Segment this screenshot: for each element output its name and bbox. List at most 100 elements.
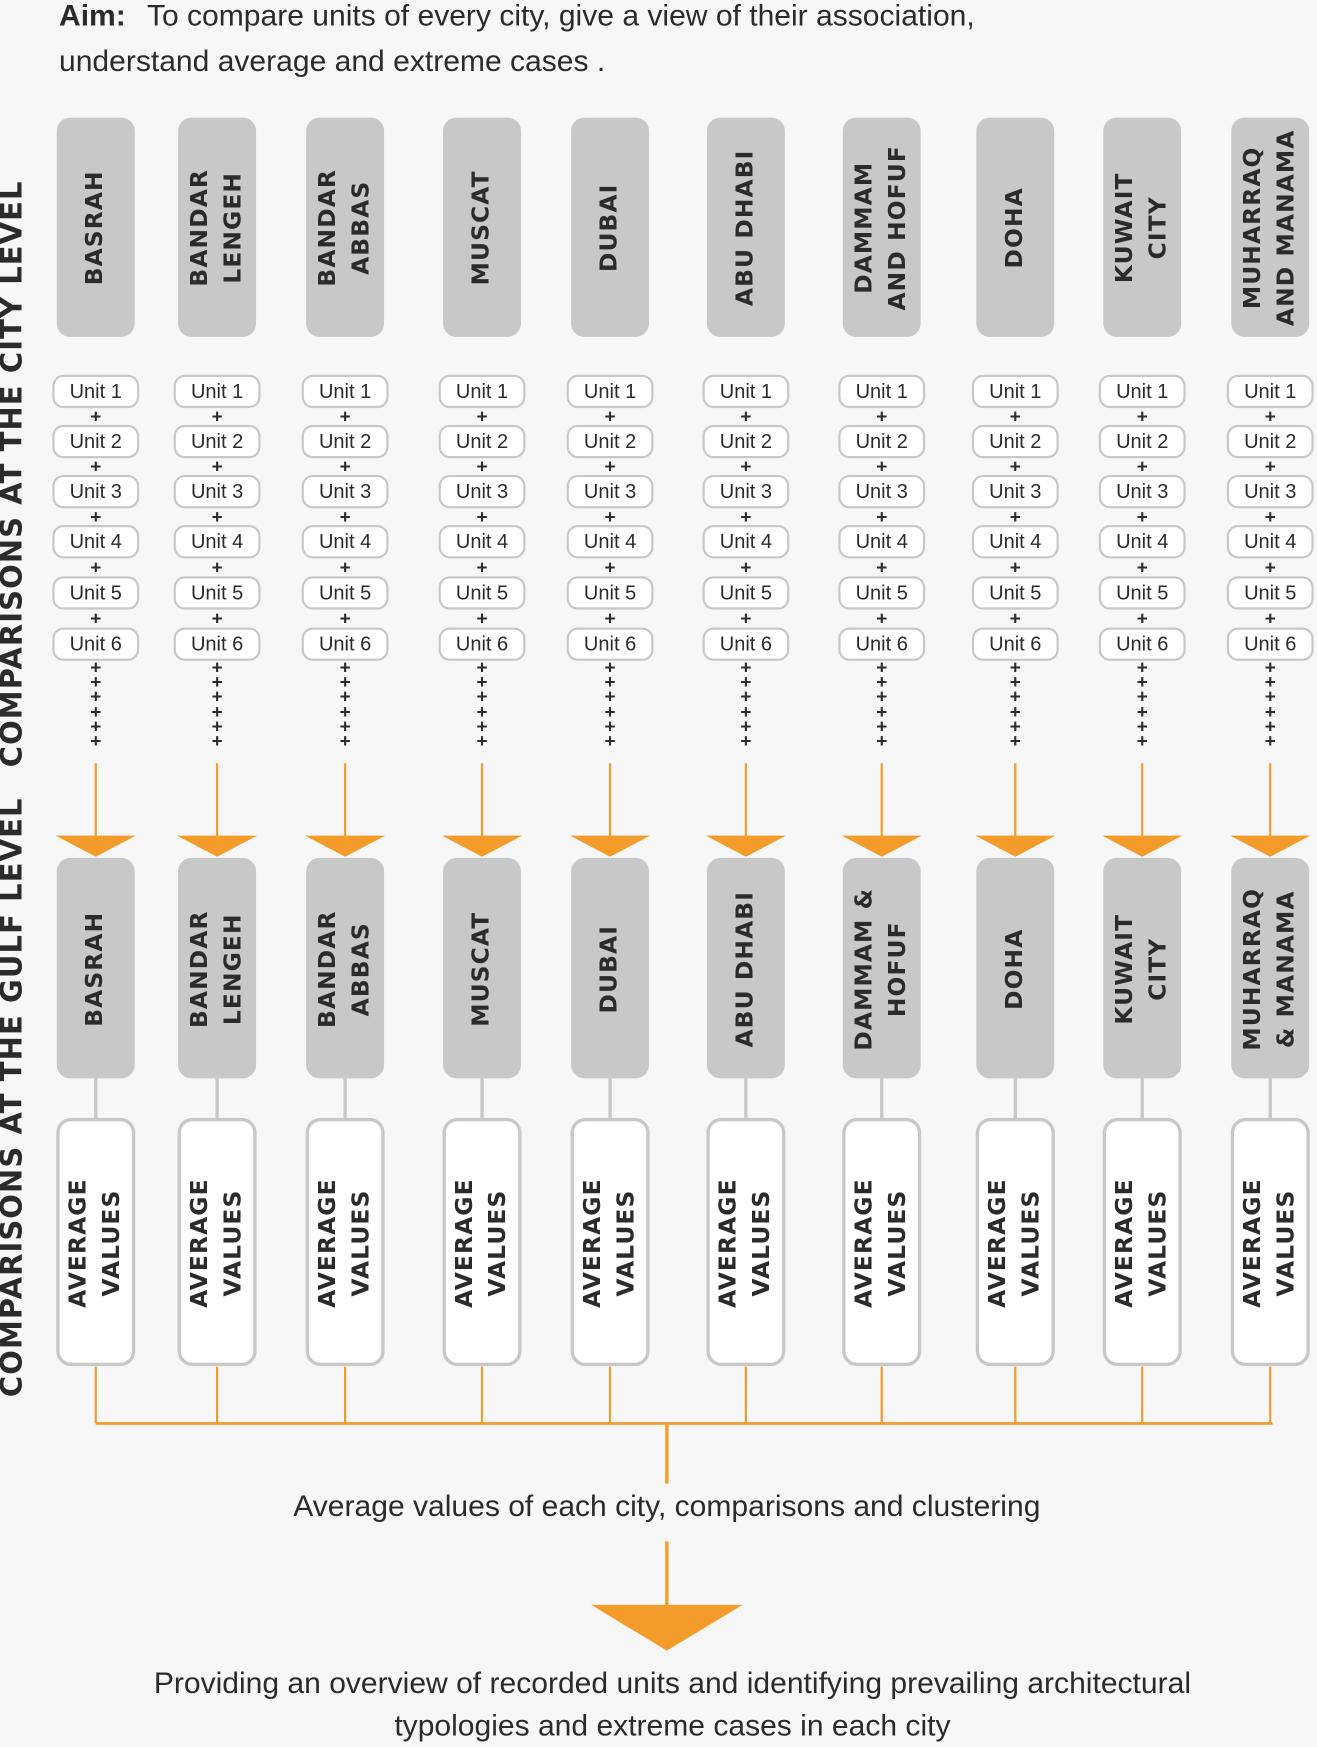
plus: + — [876, 731, 887, 752]
plus: + — [477, 609, 488, 630]
city-box — [706, 857, 785, 1079]
unit-label: Unit 6 — [856, 634, 908, 656]
unit-box — [566, 627, 654, 661]
city-label: MUHARRAQ — [1238, 146, 1266, 309]
plus: + — [340, 658, 351, 679]
city-box — [1231, 117, 1310, 337]
plus: + — [212, 702, 223, 723]
unit-label: Unit 3 — [70, 481, 122, 503]
unit-label: Unit 3 — [191, 481, 243, 503]
unit-label: Unit 4 — [720, 531, 772, 553]
plus: + — [876, 609, 887, 630]
plus: + — [90, 557, 101, 578]
plus: + — [1265, 731, 1276, 752]
plus: + — [90, 457, 101, 478]
unit-box — [838, 525, 926, 559]
unit-label: Unit 3 — [584, 481, 636, 503]
plus: + — [90, 658, 101, 679]
city-label: AND HOFUF — [883, 145, 911, 310]
city-label: MUSCAT — [467, 170, 495, 285]
unit-label: Unit 1 — [191, 381, 243, 403]
unit-box — [838, 627, 926, 661]
city-box — [842, 117, 921, 337]
plus: + — [740, 507, 751, 528]
average-label: VALUES — [1017, 1190, 1045, 1297]
plus: + — [340, 609, 351, 630]
plus: + — [740, 557, 751, 578]
city-label: AND MANAMA — [1271, 130, 1299, 327]
unit-box — [52, 525, 140, 559]
plus: + — [605, 609, 616, 630]
arrow-head — [1102, 835, 1183, 857]
plus: + — [212, 731, 223, 752]
plus: + — [477, 702, 488, 723]
unit-label: Unit 2 — [856, 431, 908, 453]
plus: + — [1265, 557, 1276, 578]
plus: + — [1265, 609, 1276, 630]
plus: + — [477, 457, 488, 478]
unit-box — [838, 576, 926, 610]
city-label: & MANAMA — [1271, 890, 1299, 1048]
unit-label: Unit 4 — [1116, 531, 1168, 553]
plus: + — [90, 507, 101, 528]
unit-box — [438, 474, 526, 509]
plus: + — [605, 557, 616, 578]
plus: + — [605, 658, 616, 679]
plus: + — [212, 457, 223, 478]
unit-label: Unit 5 — [1116, 582, 1168, 604]
plus: + — [477, 687, 488, 708]
plus: + — [1137, 687, 1148, 708]
unit-box — [702, 525, 790, 559]
unit-box — [1098, 474, 1186, 509]
plus: + — [1010, 672, 1021, 693]
plus: + — [212, 609, 223, 630]
unit-box — [301, 424, 389, 459]
plus: + — [876, 407, 887, 428]
plus: + — [212, 687, 223, 708]
average-box — [706, 1117, 786, 1367]
plus: + — [740, 609, 751, 630]
unit-label: Unit 1 — [456, 381, 508, 403]
unit-box — [702, 474, 790, 509]
unit-label: Unit 5 — [319, 582, 371, 604]
plus: + — [1010, 457, 1021, 478]
unit-label: Unit 5 — [70, 582, 122, 604]
city-label: ABU DHABI — [730, 150, 758, 307]
city-label: BASRAH — [80, 912, 108, 1027]
plus: + — [740, 731, 751, 752]
average-label: VALUES — [218, 1190, 246, 1297]
unit-box — [438, 627, 526, 661]
plus: + — [90, 609, 101, 630]
plus: + — [876, 672, 887, 693]
average-label: AVERAGE — [578, 1178, 606, 1308]
plus: + — [1137, 658, 1148, 679]
city-label: HOFUF — [883, 921, 911, 1017]
city-label: BANDAR — [185, 169, 213, 287]
plus: + — [740, 687, 751, 708]
unit-label: Unit 4 — [456, 531, 508, 553]
plus: + — [477, 658, 488, 679]
city-label: ABU DHABI — [730, 891, 758, 1048]
plus: + — [477, 672, 488, 693]
city-label: DAMMAM — [850, 162, 878, 294]
plus: + — [1010, 507, 1021, 528]
city-label: DOHA — [1000, 187, 1028, 268]
plus: + — [740, 672, 751, 693]
average-label: VALUES — [611, 1190, 639, 1297]
unit-label: Unit 6 — [584, 634, 636, 656]
plus: + — [1265, 702, 1276, 723]
city-label: ABBAS — [346, 181, 374, 275]
city-label: ABBAS — [346, 922, 374, 1016]
unit-label: Unit 6 — [319, 634, 371, 656]
unit-label: Unit 5 — [989, 582, 1041, 604]
city-label: LENGEH — [218, 172, 246, 284]
plus: + — [1010, 702, 1021, 723]
plus: + — [876, 687, 887, 708]
plus: + — [1137, 609, 1148, 630]
plus: + — [740, 717, 751, 738]
average-label: AVERAGE — [1110, 1178, 1138, 1308]
city-box — [1103, 117, 1182, 337]
plus: + — [340, 457, 351, 478]
average-box — [570, 1117, 650, 1367]
arrow-head — [177, 835, 258, 857]
